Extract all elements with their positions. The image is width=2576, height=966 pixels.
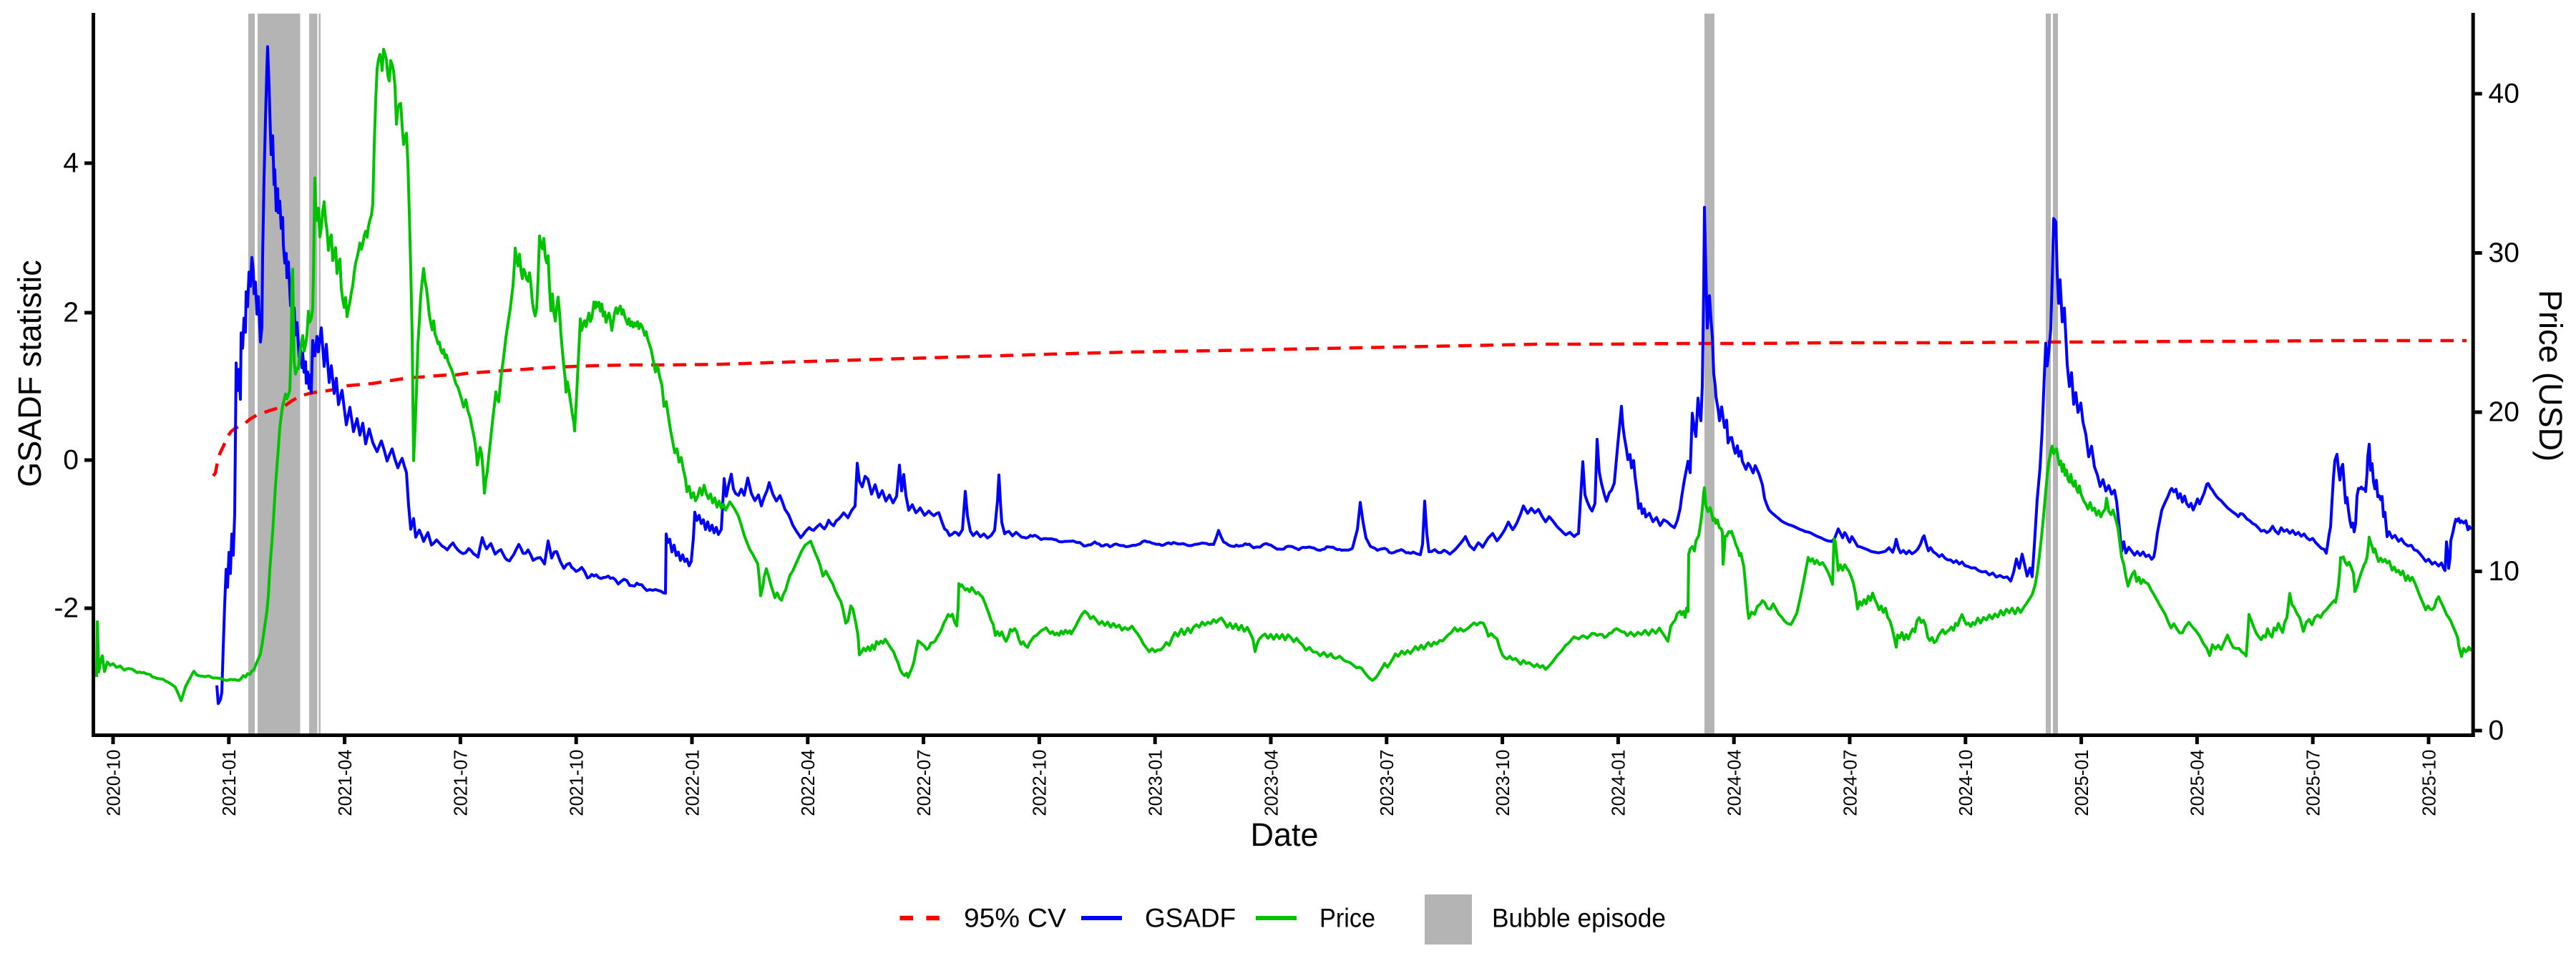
svg-text:2022-01: 2022-01 <box>681 750 703 816</box>
svg-text:2022-04: 2022-04 <box>797 750 819 816</box>
svg-text:Price (USD): Price (USD) <box>2532 290 2569 462</box>
svg-text:2025-10: 2025-10 <box>2418 750 2439 816</box>
svg-text:4: 4 <box>63 148 79 179</box>
svg-text:-2: -2 <box>54 593 79 624</box>
svg-text:2023-07: 2023-07 <box>1376 750 1397 816</box>
svg-text:GSADF: GSADF <box>1145 904 1236 933</box>
svg-text:Bubble episode: Bubble episode <box>1492 904 1666 933</box>
svg-text:40: 40 <box>2489 79 2519 109</box>
svg-text:2: 2 <box>63 298 79 328</box>
svg-text:2025-01: 2025-01 <box>2071 750 2092 816</box>
svg-text:2020-10: 2020-10 <box>102 750 124 816</box>
svg-text:2023-10: 2023-10 <box>1492 750 1513 816</box>
svg-text:2022-07: 2022-07 <box>913 750 935 816</box>
svg-text:Date: Date <box>1250 816 1318 853</box>
svg-text:2024-04: 2024-04 <box>1724 750 1745 816</box>
svg-text:GSADF statistic: GSADF statistic <box>11 260 48 487</box>
svg-text:0: 0 <box>2489 716 2504 746</box>
svg-text:2021-10: 2021-10 <box>566 750 587 816</box>
svg-text:2024-07: 2024-07 <box>1839 750 1860 816</box>
svg-text:2021-07: 2021-07 <box>450 750 472 816</box>
svg-text:2022-10: 2022-10 <box>1029 750 1050 816</box>
svg-text:2021-01: 2021-01 <box>218 750 240 816</box>
svg-text:20: 20 <box>2489 397 2519 428</box>
svg-text:2023-04: 2023-04 <box>1260 750 1282 816</box>
svg-text:95% CV: 95% CV <box>964 904 1066 933</box>
svg-text:2024-01: 2024-01 <box>1608 750 1629 816</box>
svg-text:2021-04: 2021-04 <box>334 750 356 816</box>
svg-text:0: 0 <box>63 445 79 476</box>
svg-text:10: 10 <box>2489 556 2519 587</box>
svg-text:2024-10: 2024-10 <box>1955 750 1976 816</box>
svg-text:30: 30 <box>2489 238 2519 268</box>
svg-text:2025-07: 2025-07 <box>2303 750 2324 816</box>
svg-text:2023-01: 2023-01 <box>1145 750 1166 816</box>
svg-text:Price: Price <box>1319 904 1375 933</box>
svg-text:2025-04: 2025-04 <box>2187 750 2208 816</box>
